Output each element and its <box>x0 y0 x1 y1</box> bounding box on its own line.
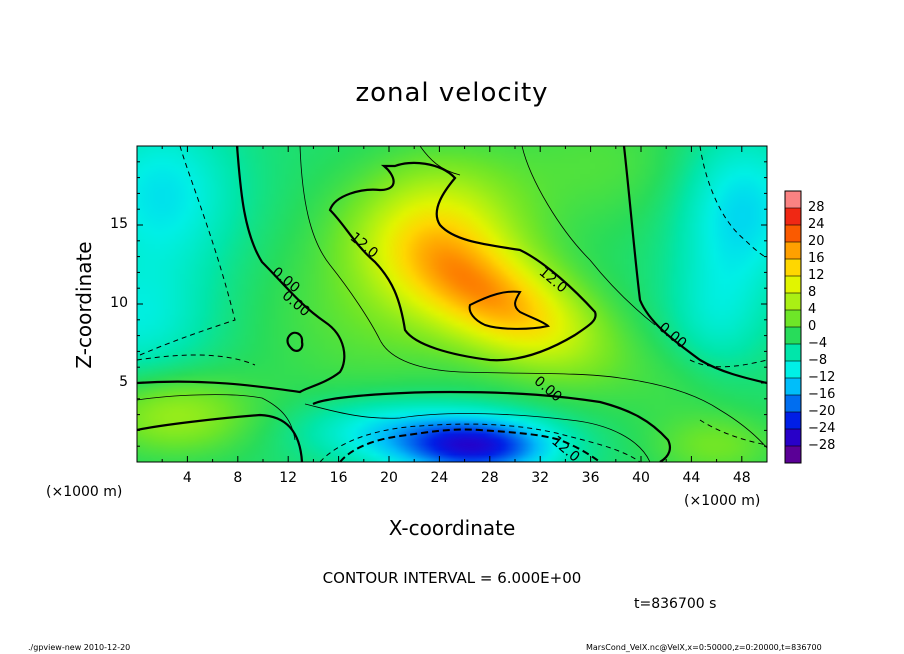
heatmap-image <box>137 146 767 462</box>
contour-neg6-lowleft <box>137 354 256 366</box>
x-tick-label: 16 <box>329 470 348 486</box>
colorbar-swatch <box>785 361 801 379</box>
y-tick-label: 10 <box>110 295 128 311</box>
colorbar-swatch <box>785 293 801 311</box>
colorbar-swatch <box>785 276 801 294</box>
contour-neg6-lower <box>319 423 641 462</box>
colorbar-label: −16 <box>808 387 836 402</box>
x-tick-label: 12 <box>279 470 298 486</box>
y-tick-label: 15 <box>110 216 128 232</box>
x-tick-label: 8 <box>233 470 243 486</box>
colorbar-swatch <box>785 242 801 260</box>
colorbar-swatch <box>785 259 801 277</box>
contour-zero-right <box>622 146 767 385</box>
x-axis-label: X-coordinate <box>388 516 516 540</box>
colorbar-label: 4 <box>808 302 817 317</box>
x-tick-label: 24 <box>430 470 449 486</box>
colorbar-swatch <box>785 446 801 464</box>
contour-18-core <box>468 290 550 330</box>
colorbar-swatch <box>785 378 801 396</box>
colorbar-label: 24 <box>808 217 825 232</box>
colorbar <box>784 190 802 464</box>
x-tick-label: 36 <box>581 470 600 486</box>
contour-lines <box>137 146 767 462</box>
axis-ticks <box>137 146 767 462</box>
x-tick-label: 48 <box>732 470 751 486</box>
contour-zero-island <box>286 331 304 352</box>
x-unit-label-right: (×1000 m) <box>684 493 761 509</box>
colorbar-label: 20 <box>808 234 825 249</box>
contour-zero-left <box>137 146 346 394</box>
x-tick-label: 4 <box>182 470 192 486</box>
colorbar-swatch <box>785 310 801 328</box>
x-tick-label: 40 <box>632 470 650 486</box>
colorbar-label: −28 <box>808 438 836 453</box>
colorbar-swatch <box>785 225 801 243</box>
colorbar-label: 0 <box>808 319 817 334</box>
y-tick-label: 5 <box>119 374 128 390</box>
contour-neg6-left <box>139 146 236 356</box>
colorbar-label: 28 <box>808 200 825 215</box>
contour-6-lower <box>304 403 651 462</box>
contour-6-top <box>419 146 461 176</box>
heatmap-field <box>137 146 767 462</box>
colorbar-swatch <box>785 344 801 362</box>
colorbar-swatch <box>785 208 801 226</box>
colorbar-swatch <box>785 191 801 209</box>
x-tick-label: 32 <box>531 470 550 486</box>
y-axis-label: Z-coordinate <box>72 241 96 369</box>
contour-interval-text: CONTOUR INTERVAL = 6.000E+00 <box>322 569 582 587</box>
contour-neg6-lowright <box>699 419 767 446</box>
colorbar-label: −20 <box>808 404 836 419</box>
x-tick-label: 20 <box>380 470 398 486</box>
colorbar-label: −12 <box>808 370 836 385</box>
colorbar-swatch <box>785 327 801 345</box>
time-text: t=836700 s <box>634 596 717 612</box>
contour-6-left <box>299 146 767 449</box>
contour-12-main <box>328 161 597 362</box>
contour-6-lowleft <box>137 394 296 441</box>
x-unit-label-left: (×1000 m) <box>46 484 123 500</box>
colorbar-label: −8 <box>808 353 828 368</box>
contour-zero-lowleft <box>137 413 304 462</box>
colorbar-label: −4 <box>808 336 828 351</box>
colorbar-label: 8 <box>808 285 817 300</box>
footer-left: ./gpview-new 2010-12-20 <box>28 643 131 652</box>
contour-neg12 <box>339 428 601 462</box>
contour-zero-lower <box>312 390 671 462</box>
colorbar-label: 12 <box>808 268 825 283</box>
contour-neg6-right <box>699 146 767 259</box>
colorbar-swatch <box>785 395 801 413</box>
contour-6-right <box>521 146 656 326</box>
colorbar-swatch <box>785 412 801 430</box>
colorbar-label: 16 <box>808 251 825 266</box>
x-tick-label: 28 <box>480 470 499 486</box>
chart-title: zonal velocity <box>355 78 549 108</box>
footer-right: MarsCond_VelX.nc@VelX,x=0:50000,z=0:2000… <box>586 643 822 652</box>
colorbar-swatch <box>785 429 801 447</box>
colorbar-label: −24 <box>808 421 836 436</box>
x-tick-label: 44 <box>682 470 701 486</box>
